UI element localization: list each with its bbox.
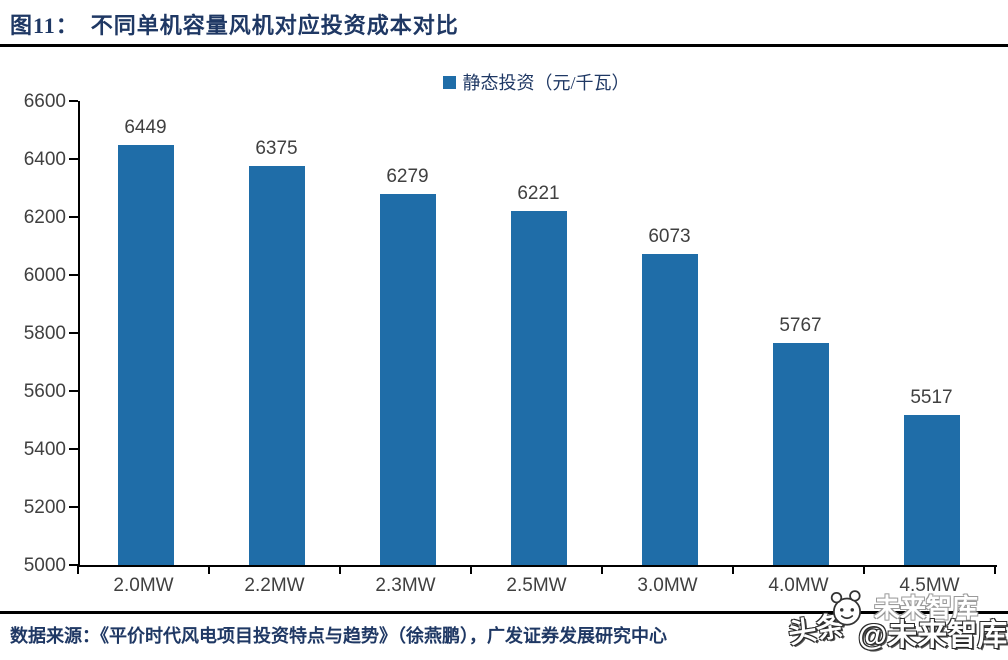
x-axis-category-label: 4.5MW xyxy=(899,575,960,596)
y-axis-tick-label: 5000 xyxy=(23,555,66,576)
x-axis-category-label: 4.0MW xyxy=(768,575,829,596)
chart-legend: 静态投资（元/千瓦） xyxy=(78,69,995,95)
bar-value-label: 6375 xyxy=(255,138,298,160)
y-axis-tick-label: 5400 xyxy=(23,439,66,460)
x-axis-tick xyxy=(732,566,734,574)
x-axis-tick xyxy=(208,566,210,574)
bar xyxy=(772,342,829,565)
bar xyxy=(903,415,960,565)
bar-value-label: 5767 xyxy=(779,314,822,336)
x-axis-category-label: 2.3MW xyxy=(375,575,436,596)
title-divider xyxy=(0,44,1008,47)
bar xyxy=(117,144,174,565)
legend-swatch xyxy=(443,75,457,89)
watermark: 未来智库 头条 @未来智库 xyxy=(786,588,1008,658)
y-axis-tick xyxy=(69,100,78,102)
footer-divider xyxy=(0,611,1008,614)
y-axis-tick xyxy=(69,332,78,334)
bar-value-label: 5517 xyxy=(910,387,953,409)
y-axis-tick-label: 6400 xyxy=(23,149,66,170)
watermark-ghost-text: 未来智库 xyxy=(874,593,979,623)
x-axis-tick xyxy=(601,566,603,574)
source-note: 数据来源：《平价时代风电项目投资特点与趋势》（徐燕鹏），广发证券发展研究中心 xyxy=(10,626,667,646)
bar-value-label: 6449 xyxy=(124,116,167,138)
bar xyxy=(379,194,436,565)
bar xyxy=(248,166,305,565)
plot-area: 6449 6375 6279 6221 6073 5767 5517 xyxy=(78,101,997,567)
x-axis-tick xyxy=(470,566,472,574)
figure-title: 图11： 不同单机容量风机对应投资成本对比 xyxy=(10,13,459,38)
watermark-smiley-face-icon xyxy=(826,588,868,635)
watermark-account-text: @未来智库 xyxy=(858,619,1008,652)
x-axis-tick xyxy=(339,566,341,574)
bar-value-label: 6279 xyxy=(386,166,429,188)
y-axis-tick xyxy=(69,448,78,450)
y-axis-tick xyxy=(69,564,78,566)
y-axis-tick-label: 5800 xyxy=(23,323,66,344)
bar xyxy=(641,253,698,565)
bar-value-label: 6073 xyxy=(648,225,691,247)
y-axis-tick xyxy=(69,158,78,160)
x-axis-category-label: 2.5MW xyxy=(506,575,567,596)
x-axis-category-label: 2.0MW xyxy=(113,575,174,596)
y-axis-tick-label: 6000 xyxy=(23,265,66,286)
y-axis-tick xyxy=(69,390,78,392)
legend-label: 静态投资（元/千瓦） xyxy=(462,73,630,93)
y-axis-tick xyxy=(69,506,78,508)
y-axis-tick-label: 6600 xyxy=(23,91,66,112)
y-axis-tick-label: 5200 xyxy=(23,497,66,518)
y-axis-tick xyxy=(69,216,78,218)
x-axis-category-label: 2.2MW xyxy=(244,575,305,596)
bar xyxy=(510,210,567,565)
y-axis-tick-label: 6200 xyxy=(23,207,66,228)
x-axis-category-label: 3.0MW xyxy=(637,575,698,596)
y-axis-tick xyxy=(69,274,78,276)
bar-value-label: 6221 xyxy=(517,182,560,204)
x-axis-tick xyxy=(863,566,865,574)
x-axis-tick xyxy=(994,566,996,574)
x-axis-tick xyxy=(77,566,79,574)
y-axis-tick-label: 5600 xyxy=(23,381,66,402)
